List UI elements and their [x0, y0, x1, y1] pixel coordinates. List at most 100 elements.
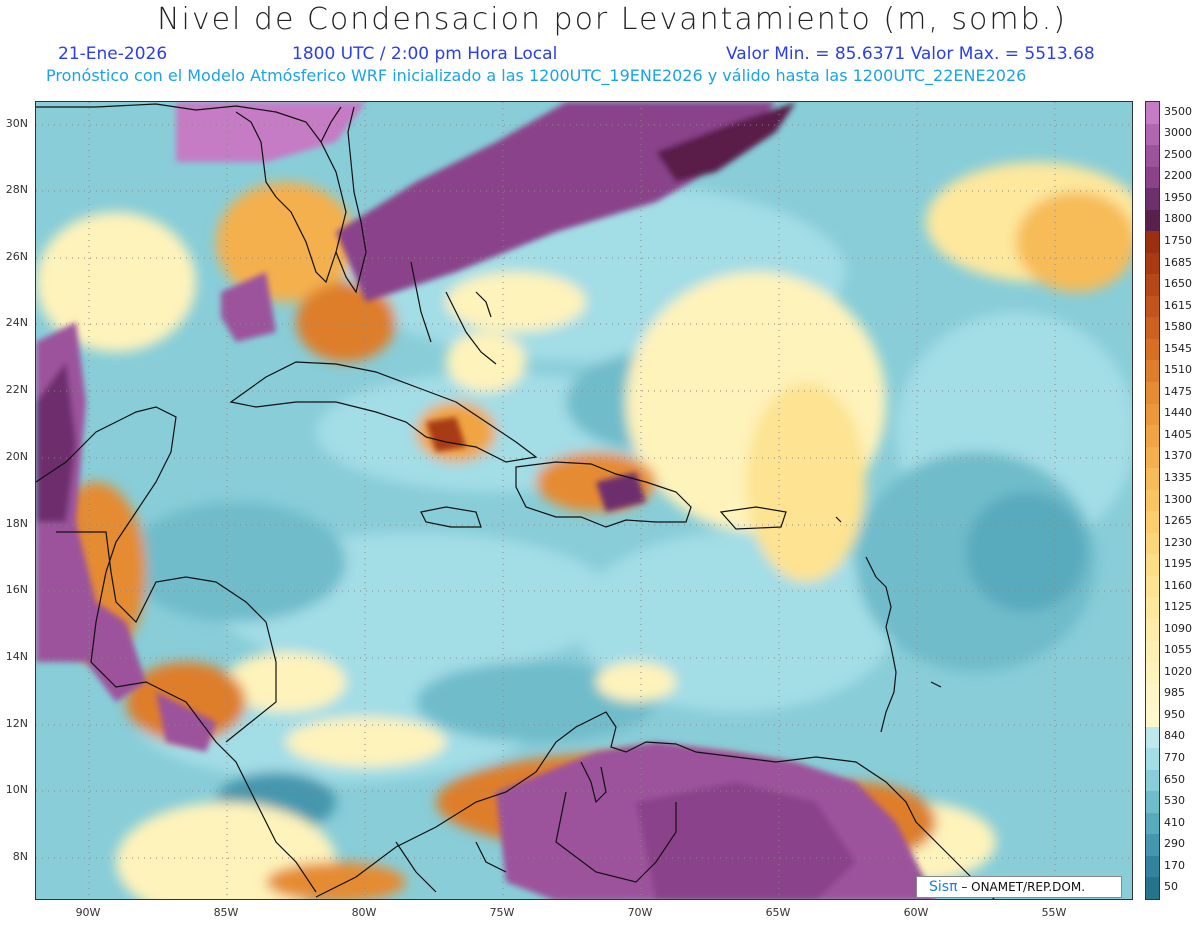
colorbar-segment	[1146, 683, 1159, 706]
colorbar-level-label: 410	[1164, 815, 1185, 829]
colorbar-segment	[1146, 295, 1159, 318]
colorbar-segment	[1146, 166, 1159, 189]
credit-text: – ONAMET/REP.DOM.	[957, 880, 1086, 894]
colorbar-segment	[1146, 231, 1159, 254]
colorbar-level-label: 3000	[1164, 126, 1192, 140]
lcl-map	[35, 101, 1133, 900]
lon-label: 85W	[213, 906, 239, 919]
colorbar-segment	[1146, 662, 1159, 685]
lat-label: 12N	[5, 717, 28, 730]
colorbar-segment	[1146, 834, 1159, 857]
colorbar-segment	[1146, 489, 1159, 512]
colorbar-segment	[1146, 403, 1159, 426]
colorbar-level-label: 1405	[1164, 427, 1192, 441]
colorbar-level-label: 950	[1164, 707, 1185, 721]
colorbar-level-label: 1510	[1164, 363, 1192, 377]
colorbar-level-label: 1055	[1164, 643, 1192, 657]
colorbar	[1145, 101, 1160, 900]
colorbar-segment	[1146, 145, 1159, 168]
model-info: Pronóstico con el Modelo Atmósferico WRF…	[46, 66, 1027, 85]
colorbar-level-label: 840	[1164, 729, 1185, 743]
colorbar-segment	[1146, 425, 1159, 448]
colorbar-segment	[1146, 209, 1159, 232]
lat-label: 26N	[5, 250, 28, 263]
colorbar-segment	[1146, 252, 1159, 275]
coastlines	[36, 103, 995, 899]
colorbar-level-label: 1125	[1164, 600, 1192, 614]
colorbar-segment	[1146, 360, 1159, 383]
lcl-high-values	[36, 102, 935, 899]
colorbar-level-label: 1230	[1164, 535, 1192, 549]
colorbar-segment	[1146, 274, 1159, 297]
colorbar-level-label: 170	[1164, 858, 1185, 872]
forecast-date: 21-Ene-2026	[58, 44, 168, 64]
colorbar-level-label: 1685	[1164, 255, 1192, 269]
sispi-logo: Sisπ	[929, 879, 958, 895]
lat-label: 22N	[5, 383, 28, 396]
min-max-values: Valor Min. = 85.6371 Valor Max. = 5513.6…	[726, 44, 1095, 64]
lon-label: 75W	[489, 906, 515, 919]
colorbar-segment	[1146, 468, 1159, 491]
lon-label: 90W	[75, 906, 101, 919]
colorbar-segment	[1146, 769, 1159, 792]
colorbar-level-label: 770	[1164, 750, 1185, 764]
colorbar-segment	[1146, 726, 1159, 749]
colorbar-level-label: 1160	[1164, 578, 1192, 592]
lat-label: 24N	[5, 316, 28, 329]
lat-label: 18N	[5, 517, 28, 530]
colorbar-level-label: 50	[1164, 880, 1178, 894]
colorbar-segment	[1146, 640, 1159, 663]
colorbar-segment	[1146, 597, 1159, 620]
colorbar-segment	[1146, 123, 1159, 146]
colorbar-segment	[1146, 748, 1159, 771]
lon-label: 80W	[351, 906, 377, 919]
colorbar-level-label: 1335	[1164, 470, 1192, 484]
colorbar-level-label: 1545	[1164, 341, 1192, 355]
lon-label: 70W	[627, 906, 653, 919]
chart-title: Nivel de Condensacion por Levantamiento …	[157, 2, 1067, 37]
colorbar-level-label: 1090	[1164, 621, 1192, 635]
lon-label: 55W	[1041, 906, 1067, 919]
colorbar-level-label: 2200	[1164, 169, 1192, 183]
colorbar-level-label: 2500	[1164, 147, 1192, 161]
colorbar-segment	[1146, 705, 1159, 728]
lat-label: 20N	[5, 450, 28, 463]
colorbar-segment	[1146, 618, 1159, 641]
map-canvas	[36, 102, 1132, 899]
colorbar-segment	[1146, 812, 1159, 835]
colorbar-level-label: 1580	[1164, 320, 1192, 334]
lat-label: 8N	[12, 850, 28, 863]
colorbar-level-label: 1265	[1164, 514, 1192, 528]
credit-box: Sisπ – ONAMET/REP.DOM.	[916, 876, 1122, 898]
colorbar-segment	[1146, 317, 1159, 340]
lon-label: 65W	[765, 906, 791, 919]
lat-label: 30N	[5, 117, 28, 130]
colorbar-level-label: 1800	[1164, 212, 1192, 226]
colorbar-level-label: 985	[1164, 686, 1185, 700]
colorbar-segment	[1146, 446, 1159, 469]
colorbar-level-label: 1195	[1164, 557, 1192, 571]
colorbar-level-label: 1650	[1164, 277, 1192, 291]
colorbar-level-label: 1440	[1164, 406, 1192, 420]
colorbar-segment	[1146, 532, 1159, 555]
colorbar-level-label: 1615	[1164, 298, 1192, 312]
forecast-time: 1800 UTC / 2:00 pm Hora Local	[292, 44, 558, 64]
colorbar-segment	[1146, 338, 1159, 361]
colorbar-segment	[1146, 575, 1159, 598]
colorbar-level-label: 650	[1164, 772, 1185, 786]
colorbar-level-label: 1750	[1164, 234, 1192, 247]
colorbar-segment	[1146, 855, 1159, 878]
lat-label: 28N	[5, 183, 28, 196]
colorbar-level-label: 1300	[1164, 492, 1192, 506]
colorbar-segment	[1146, 791, 1159, 814]
colorbar-segment	[1146, 511, 1159, 534]
colorbar-segment	[1146, 382, 1159, 405]
colorbar-level-label: 290	[1164, 837, 1185, 851]
lat-label: 10N	[5, 783, 28, 796]
colorbar-segment	[1146, 877, 1159, 900]
lon-label: 60W	[903, 906, 929, 919]
colorbar-level-label: 3500	[1164, 104, 1192, 118]
colorbar-level-label: 1370	[1164, 449, 1192, 463]
colorbar-level-label: 1950	[1164, 190, 1192, 204]
colorbar-segment	[1146, 554, 1159, 577]
